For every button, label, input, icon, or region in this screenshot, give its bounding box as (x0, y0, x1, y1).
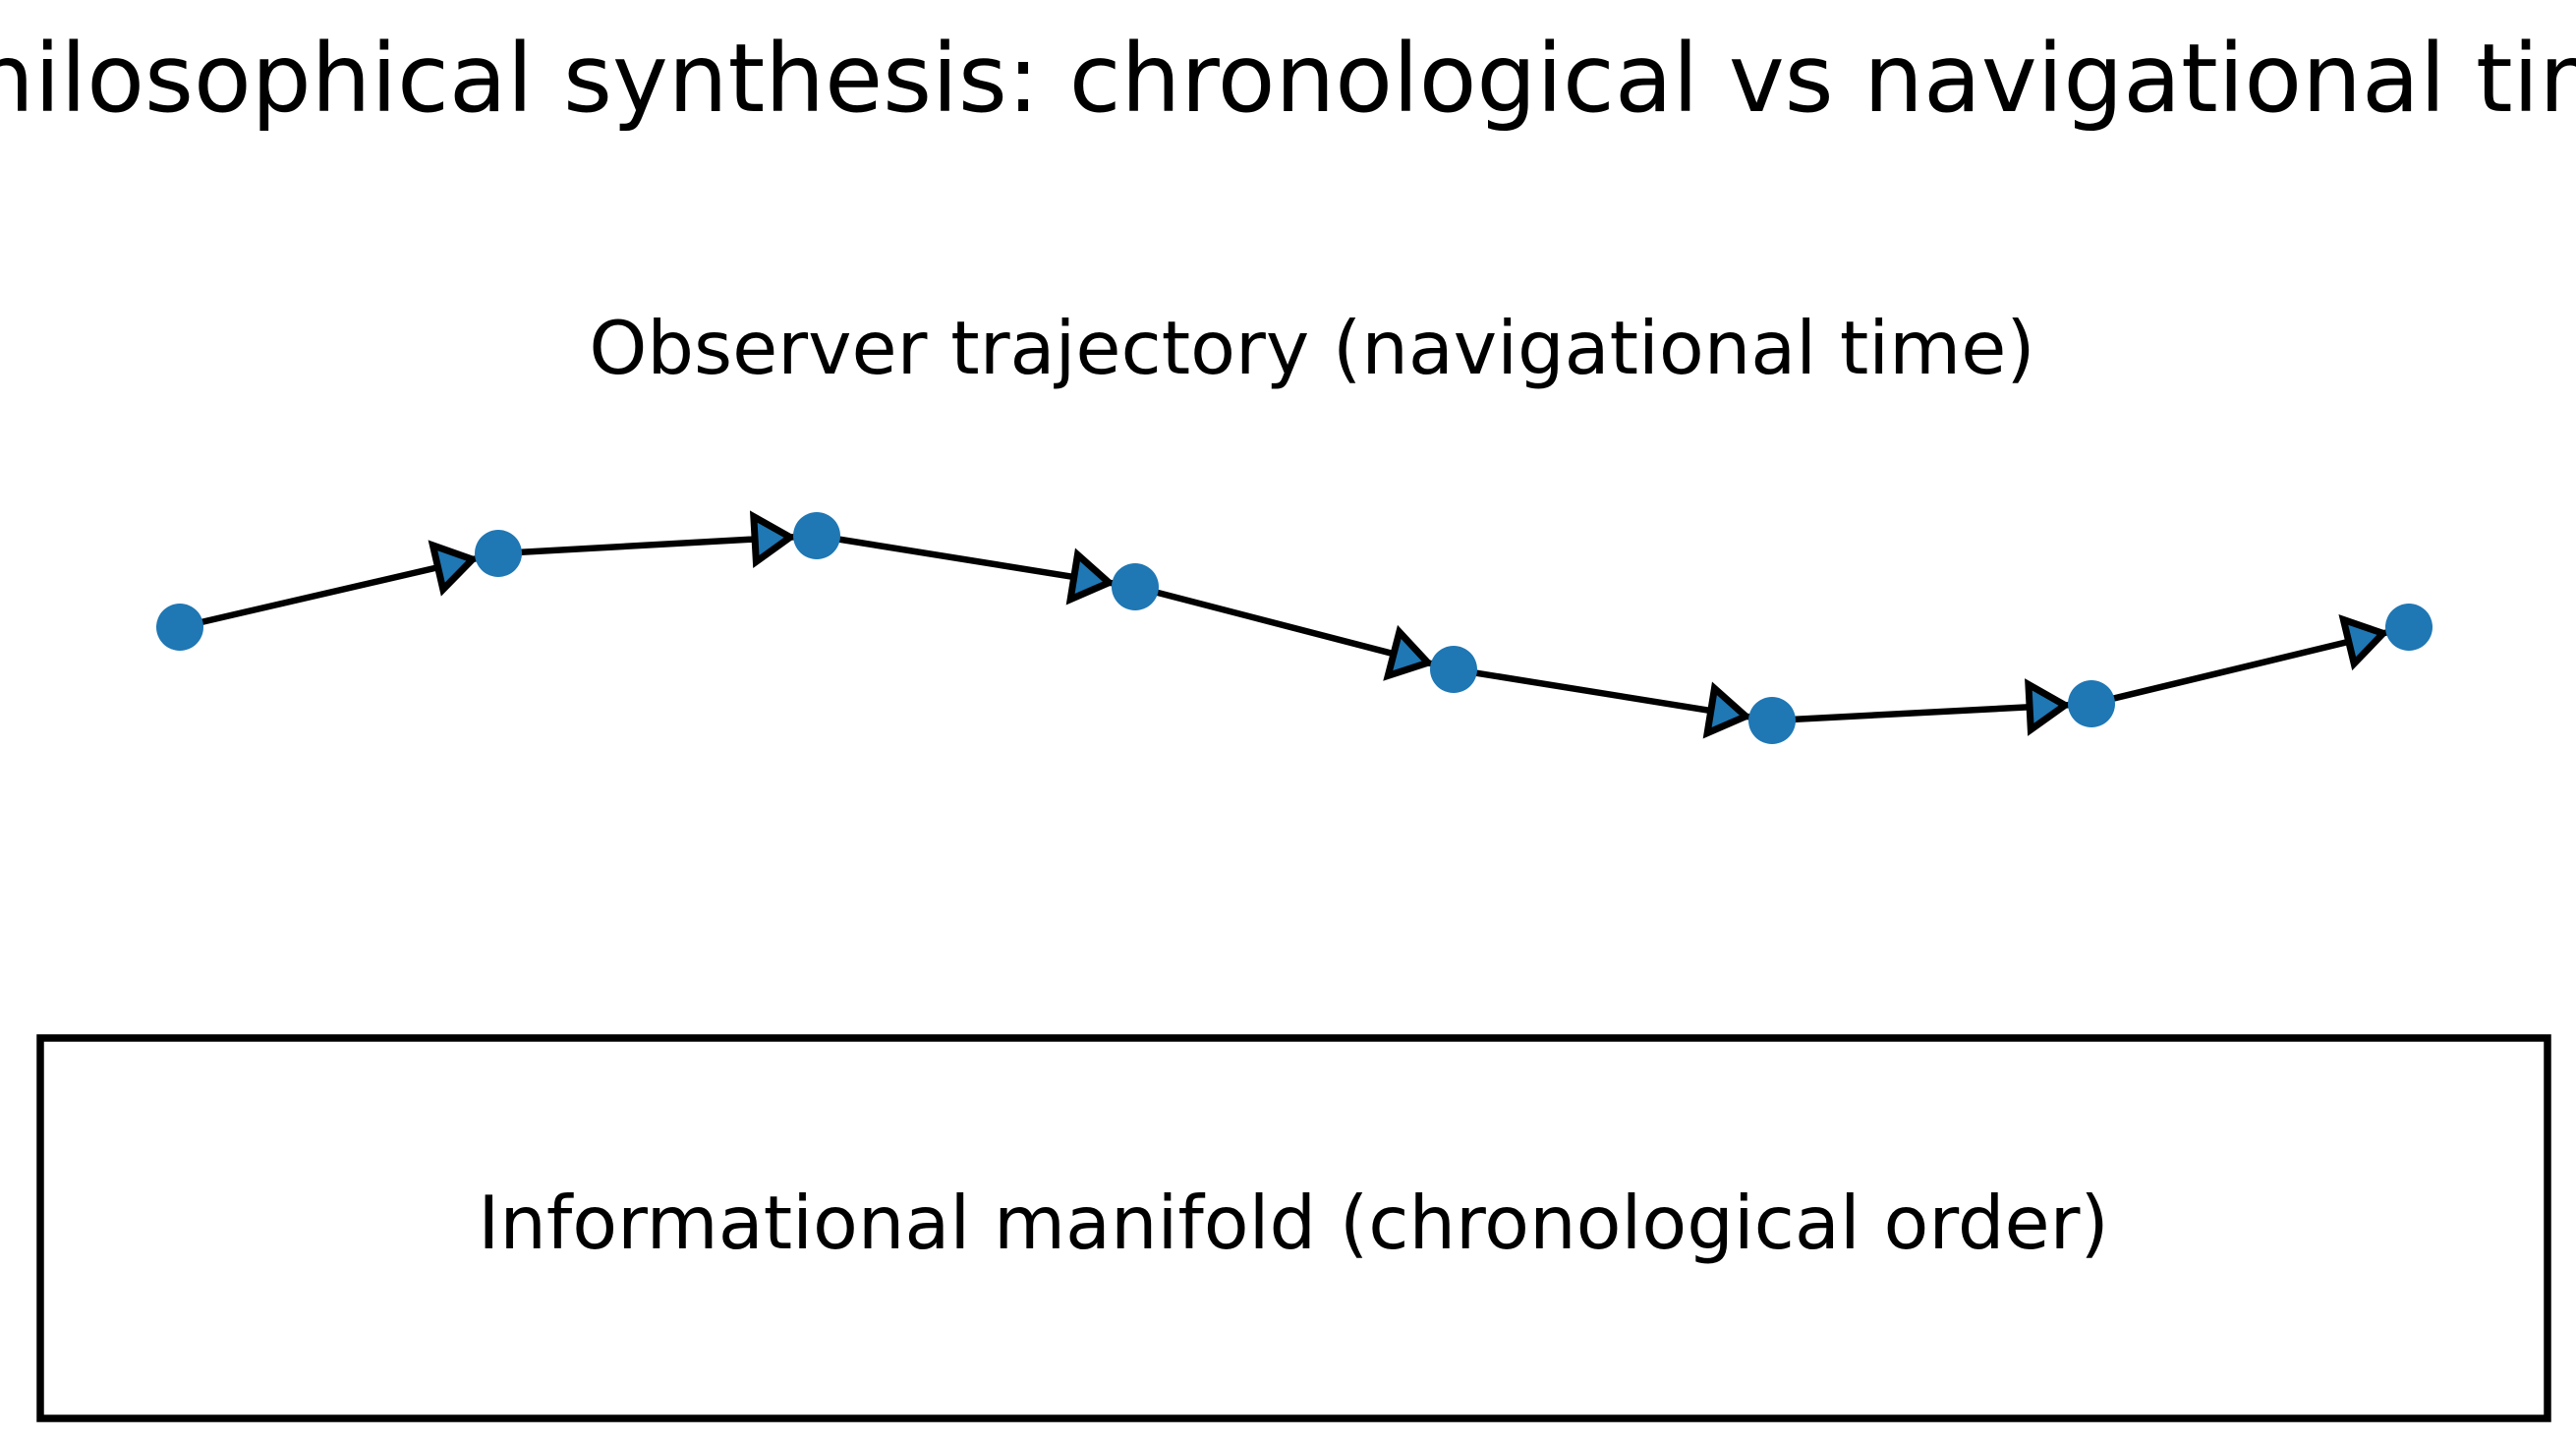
trajectory-node (1748, 697, 1796, 744)
trajectory-node (2385, 604, 2433, 651)
trajectory-arrowhead (749, 510, 797, 569)
manifold-box (36, 1034, 2551, 1422)
trajectory-node (1430, 646, 1477, 693)
trajectory-node (475, 530, 522, 577)
trajectory-node (156, 604, 203, 651)
trajectory-arrowhead (1702, 681, 1752, 739)
trajectory-arrowhead (1383, 624, 1435, 681)
trajectory-node (793, 512, 840, 559)
trajectory-node (2068, 680, 2115, 727)
trajectory-arrowhead (428, 540, 480, 597)
trajectory-node (1112, 563, 1159, 610)
trajectory-arrowhead (2025, 678, 2072, 736)
figure-title: Philosophical synthesis: chronological v… (0, 24, 2576, 134)
observer-trajectory (156, 510, 2433, 744)
trajectory-arrowhead (2338, 614, 2390, 671)
trajectory-label: Observer trajectory (navigational time) (589, 305, 2034, 391)
trajectory-arrowhead (1065, 548, 1116, 606)
manifold-label: Informational manifold (chronological or… (478, 1180, 2109, 1266)
